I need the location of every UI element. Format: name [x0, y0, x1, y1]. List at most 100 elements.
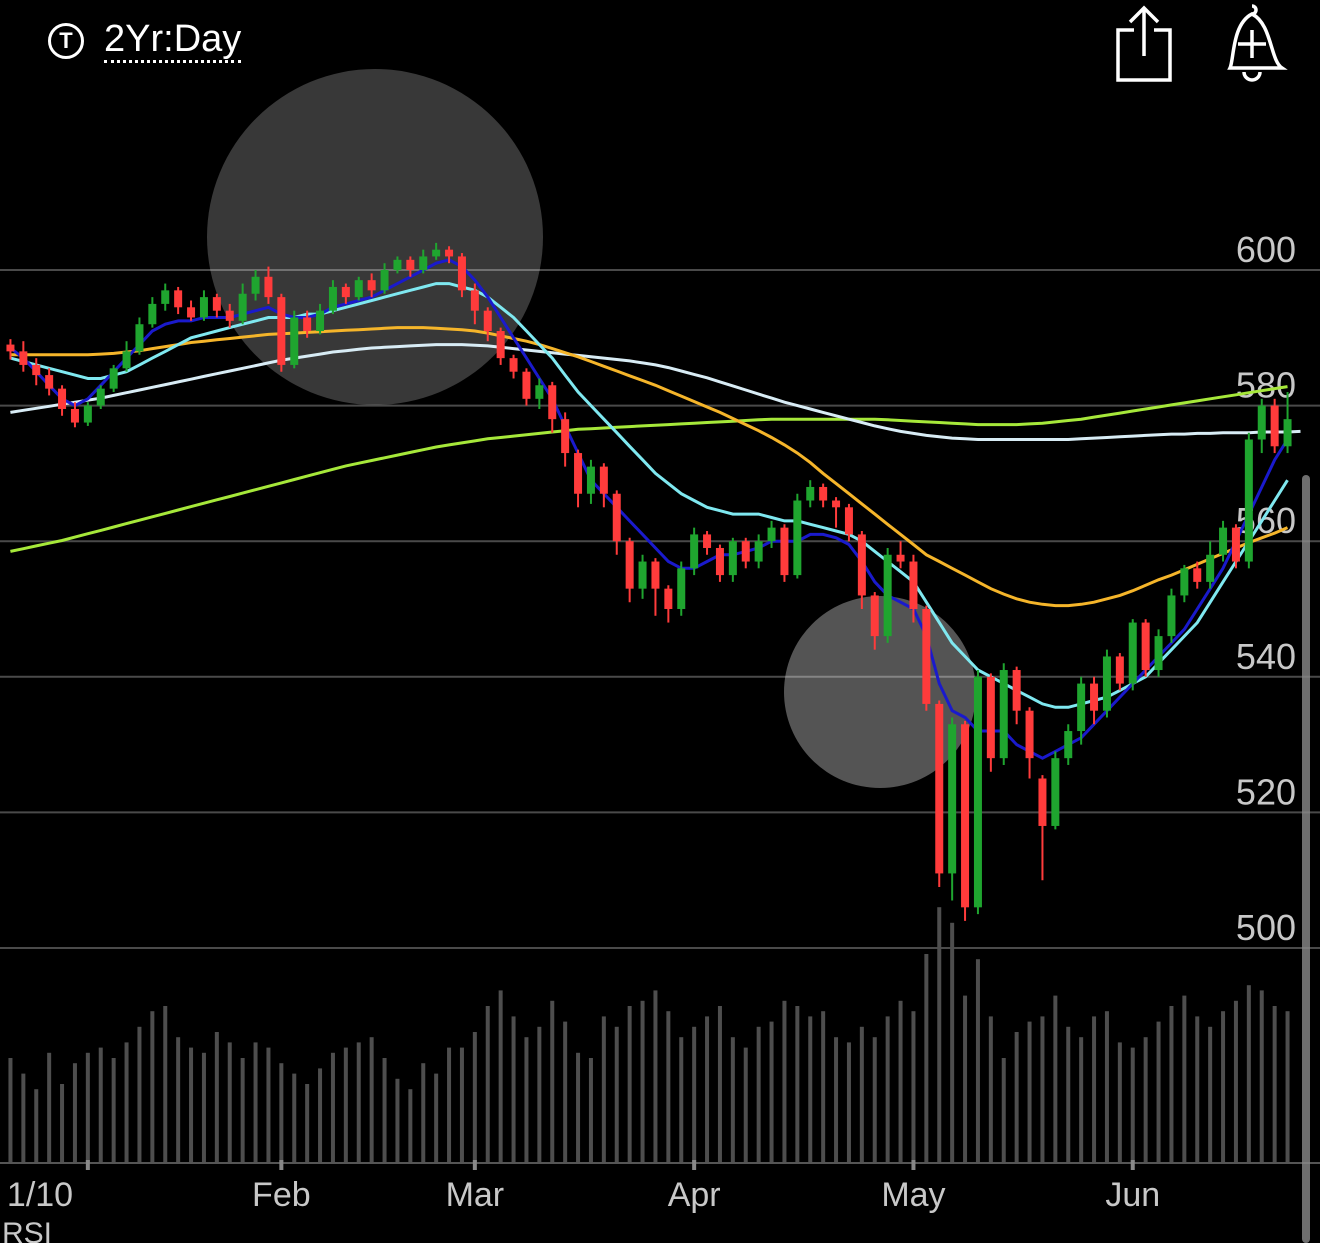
candle-body: [1102, 656, 1111, 711]
y-tick-label: 500: [1236, 907, 1296, 948]
candle-body: [780, 527, 789, 576]
rsi-label: RSI: [2, 1217, 52, 1243]
candle-body: [341, 286, 350, 298]
volume-bar: [343, 1047, 348, 1162]
candle-body: [948, 724, 957, 874]
candle-body: [1180, 568, 1189, 596]
volume-bar: [1246, 985, 1251, 1162]
moving-average-line: [9, 258, 1289, 760]
candle-body: [122, 351, 131, 369]
volume-bar: [85, 1052, 90, 1162]
volume-bar: [1053, 995, 1058, 1162]
period-selector[interactable]: T 2Yr:Day: [48, 18, 242, 63]
moving-average-line: [10, 385, 1288, 553]
candle-body: [728, 541, 737, 576]
candle-body: [19, 351, 28, 365]
moving-average-line: [10, 282, 1289, 709]
candle-body: [690, 534, 699, 569]
candle-body: [677, 568, 686, 609]
candle-body: [1244, 439, 1253, 562]
volume-bar: [150, 1011, 155, 1162]
volume-bar: [137, 1026, 142, 1162]
candle-body: [251, 276, 260, 294]
candle-body: [819, 486, 828, 501]
volume-bar: [756, 1026, 761, 1162]
volume-bar: [614, 1026, 619, 1162]
candle-body: [225, 310, 234, 321]
vertical-scrollbar[interactable]: [1302, 475, 1310, 1243]
volume-bar: [1195, 1016, 1200, 1162]
volume-bar: [253, 1042, 258, 1162]
candle-body: [303, 317, 312, 332]
candle-body: [973, 676, 982, 908]
candle-body: [638, 561, 647, 589]
chart-header: T 2Yr:Day: [0, 0, 1320, 90]
volume-bar: [821, 1011, 826, 1162]
volume-bar: [395, 1078, 400, 1162]
candle-body: [857, 534, 866, 596]
volume-bar: [1066, 1026, 1071, 1162]
candle-body: [1051, 758, 1060, 826]
candle-body: [187, 307, 196, 318]
volume-bar: [846, 1042, 851, 1162]
volume-bar: [924, 954, 929, 1162]
candle-body: [909, 561, 918, 609]
candle-body: [445, 249, 454, 257]
volume-bar: [911, 1011, 916, 1162]
volume-bar: [330, 1052, 335, 1162]
volume-bar: [1221, 1011, 1226, 1162]
volume-bar: [8, 1058, 13, 1162]
volume-bar: [1156, 1021, 1161, 1162]
volume-bar: [653, 990, 658, 1162]
candle-body: [174, 290, 183, 308]
x-tick-label: 1/10: [7, 1176, 73, 1214]
candle-body: [844, 507, 853, 535]
candle-body: [806, 486, 815, 501]
volume-bar: [318, 1068, 323, 1162]
candle-body: [625, 541, 634, 589]
volume-bar: [124, 1042, 129, 1162]
candle-body: [535, 385, 544, 399]
x-tick-label: Feb: [252, 1176, 311, 1214]
volume-bar: [1001, 1058, 1006, 1162]
period-label[interactable]: 2Yr:Day: [104, 18, 242, 63]
volume-bar: [21, 1073, 26, 1162]
candle-body: [703, 534, 712, 548]
volume-bar: [369, 1037, 374, 1162]
volume-bar: [1117, 1042, 1122, 1162]
volume-bar: [459, 1047, 464, 1162]
volume-bar: [434, 1073, 439, 1162]
add-alert-button[interactable]: [1216, 2, 1288, 84]
volume-bar: [950, 922, 955, 1162]
volume-bar: [808, 1016, 813, 1162]
candle-body: [32, 364, 41, 376]
volume-bar: [1169, 1006, 1174, 1162]
y-tick-label: 520: [1236, 771, 1296, 812]
volume-bar: [872, 1037, 877, 1162]
candle-body: [96, 388, 105, 406]
volume-bar: [447, 1047, 452, 1162]
candle-body: [380, 270, 389, 291]
volume-bar: [769, 1021, 774, 1162]
candle-body: [328, 286, 337, 311]
volume-bar: [382, 1058, 387, 1162]
candle-body: [715, 547, 724, 576]
volume-bar: [408, 1089, 413, 1162]
candle-body: [1090, 683, 1099, 711]
volume-bar: [627, 1006, 632, 1162]
candle-body: [393, 259, 402, 270]
candle-body: [1077, 683, 1086, 732]
share-icon: [1116, 5, 1172, 82]
candle-body: [1219, 527, 1228, 555]
volume-bar: [227, 1042, 232, 1162]
volume-bar: [189, 1047, 194, 1162]
candle-body: [1283, 419, 1292, 447]
x-tick-label: Mar: [446, 1176, 505, 1214]
y-tick-label: 540: [1236, 636, 1296, 677]
share-button[interactable]: [1112, 4, 1176, 84]
volume-bar: [240, 1058, 245, 1162]
candle-body: [599, 466, 608, 494]
volume-bar: [1233, 1000, 1238, 1162]
candle-body: [199, 297, 208, 318]
